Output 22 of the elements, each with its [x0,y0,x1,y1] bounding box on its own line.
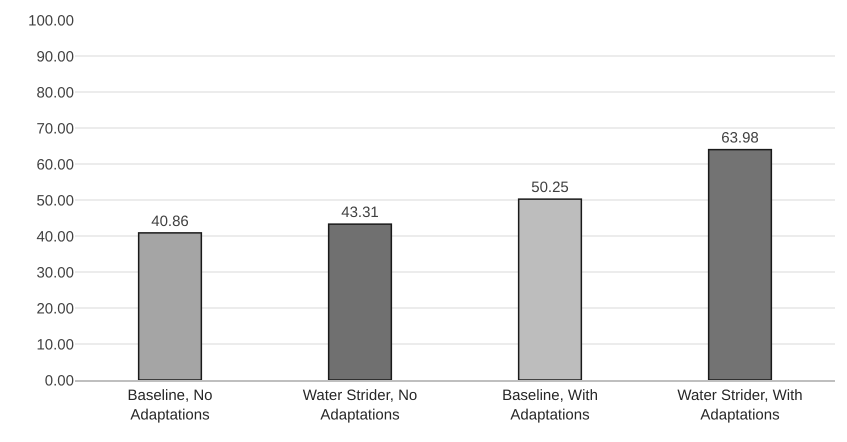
data-label: 40.86 [151,212,189,230]
y-tick-label: 80.00 [36,84,74,102]
y-tick-label: 10.00 [36,336,74,354]
data-label: 63.98 [721,130,759,147]
x-tick-label: Water Strider, No Adaptations [302,386,418,424]
x-tick-label: Water Strider, With Adaptations [677,386,803,424]
bar [138,232,202,380]
y-tick-label: 60.00 [36,156,74,174]
x-tick-label: Baseline, With Adaptations [502,386,598,424]
bar [328,223,392,380]
y-tick-label: 90.00 [36,48,74,66]
y-tick-label: 20.00 [36,300,74,318]
bar [708,148,772,380]
y-tick-label: 0.00 [44,372,74,390]
y-tick-label: 50.00 [36,192,74,210]
y-tick-label: 100.00 [28,12,74,30]
y-tick-label: 40.00 [36,228,74,246]
y-tick-label: 70.00 [36,120,74,138]
y-tick-label: 30.00 [36,264,74,282]
x-tick-label: Baseline, No Adaptations [127,386,213,424]
data-label: 50.25 [531,179,569,196]
data-label: 43.31 [341,204,379,222]
